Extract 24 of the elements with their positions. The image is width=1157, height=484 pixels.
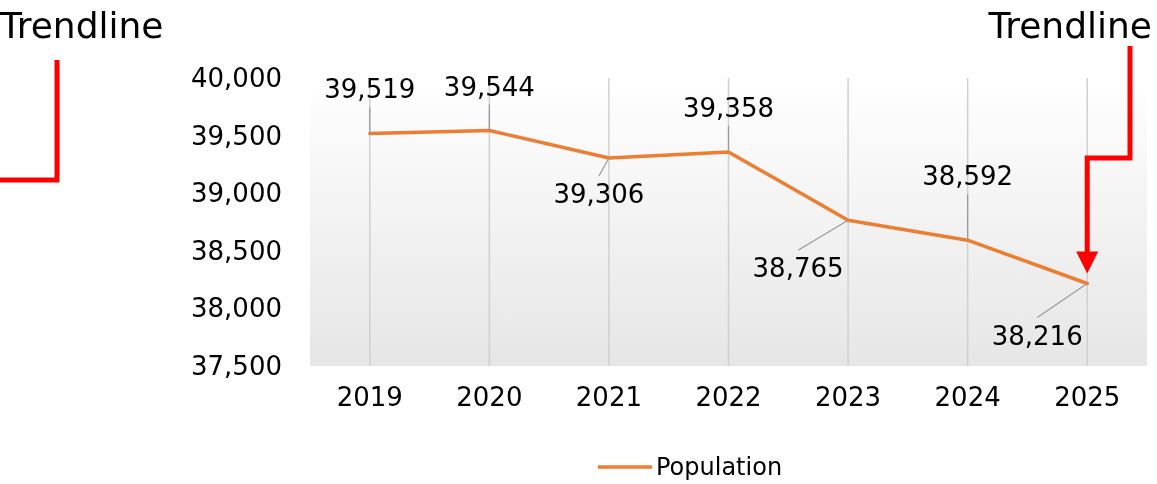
text: Trendline	[987, 5, 1152, 46]
y-tick-label: 39,500	[191, 120, 282, 151]
y-tick-label: 38,500	[191, 235, 282, 266]
y-tick-label: 40,000	[191, 63, 282, 93]
text: 39,306	[553, 178, 645, 209]
y-tick-label: 39,000	[191, 178, 282, 209]
text: 38,216	[991, 320, 1083, 351]
x-tick-label: 2022	[695, 382, 762, 412]
text: 39,544	[443, 71, 535, 102]
x-tick-label: 2025	[1054, 382, 1121, 412]
legend-label: Population	[656, 453, 783, 481]
x-tick-label: 2024	[934, 382, 1001, 412]
x-tick-label: 2020	[456, 382, 523, 412]
text: 38,765	[752, 253, 844, 284]
x-tick-label: 2023	[814, 382, 882, 412]
text: 39,519	[324, 74, 416, 105]
line-series	[368, 128, 1089, 286]
text: 39,358	[683, 92, 774, 123]
y-tick-label: 37,500	[191, 351, 282, 381]
x-tick-label: 2021	[575, 382, 643, 412]
x-tick-label: 2019	[336, 382, 403, 412]
text: 38,592	[922, 161, 1014, 192]
y-tick-label: 38,000	[191, 293, 282, 324]
text: Trendline	[0, 5, 164, 46]
